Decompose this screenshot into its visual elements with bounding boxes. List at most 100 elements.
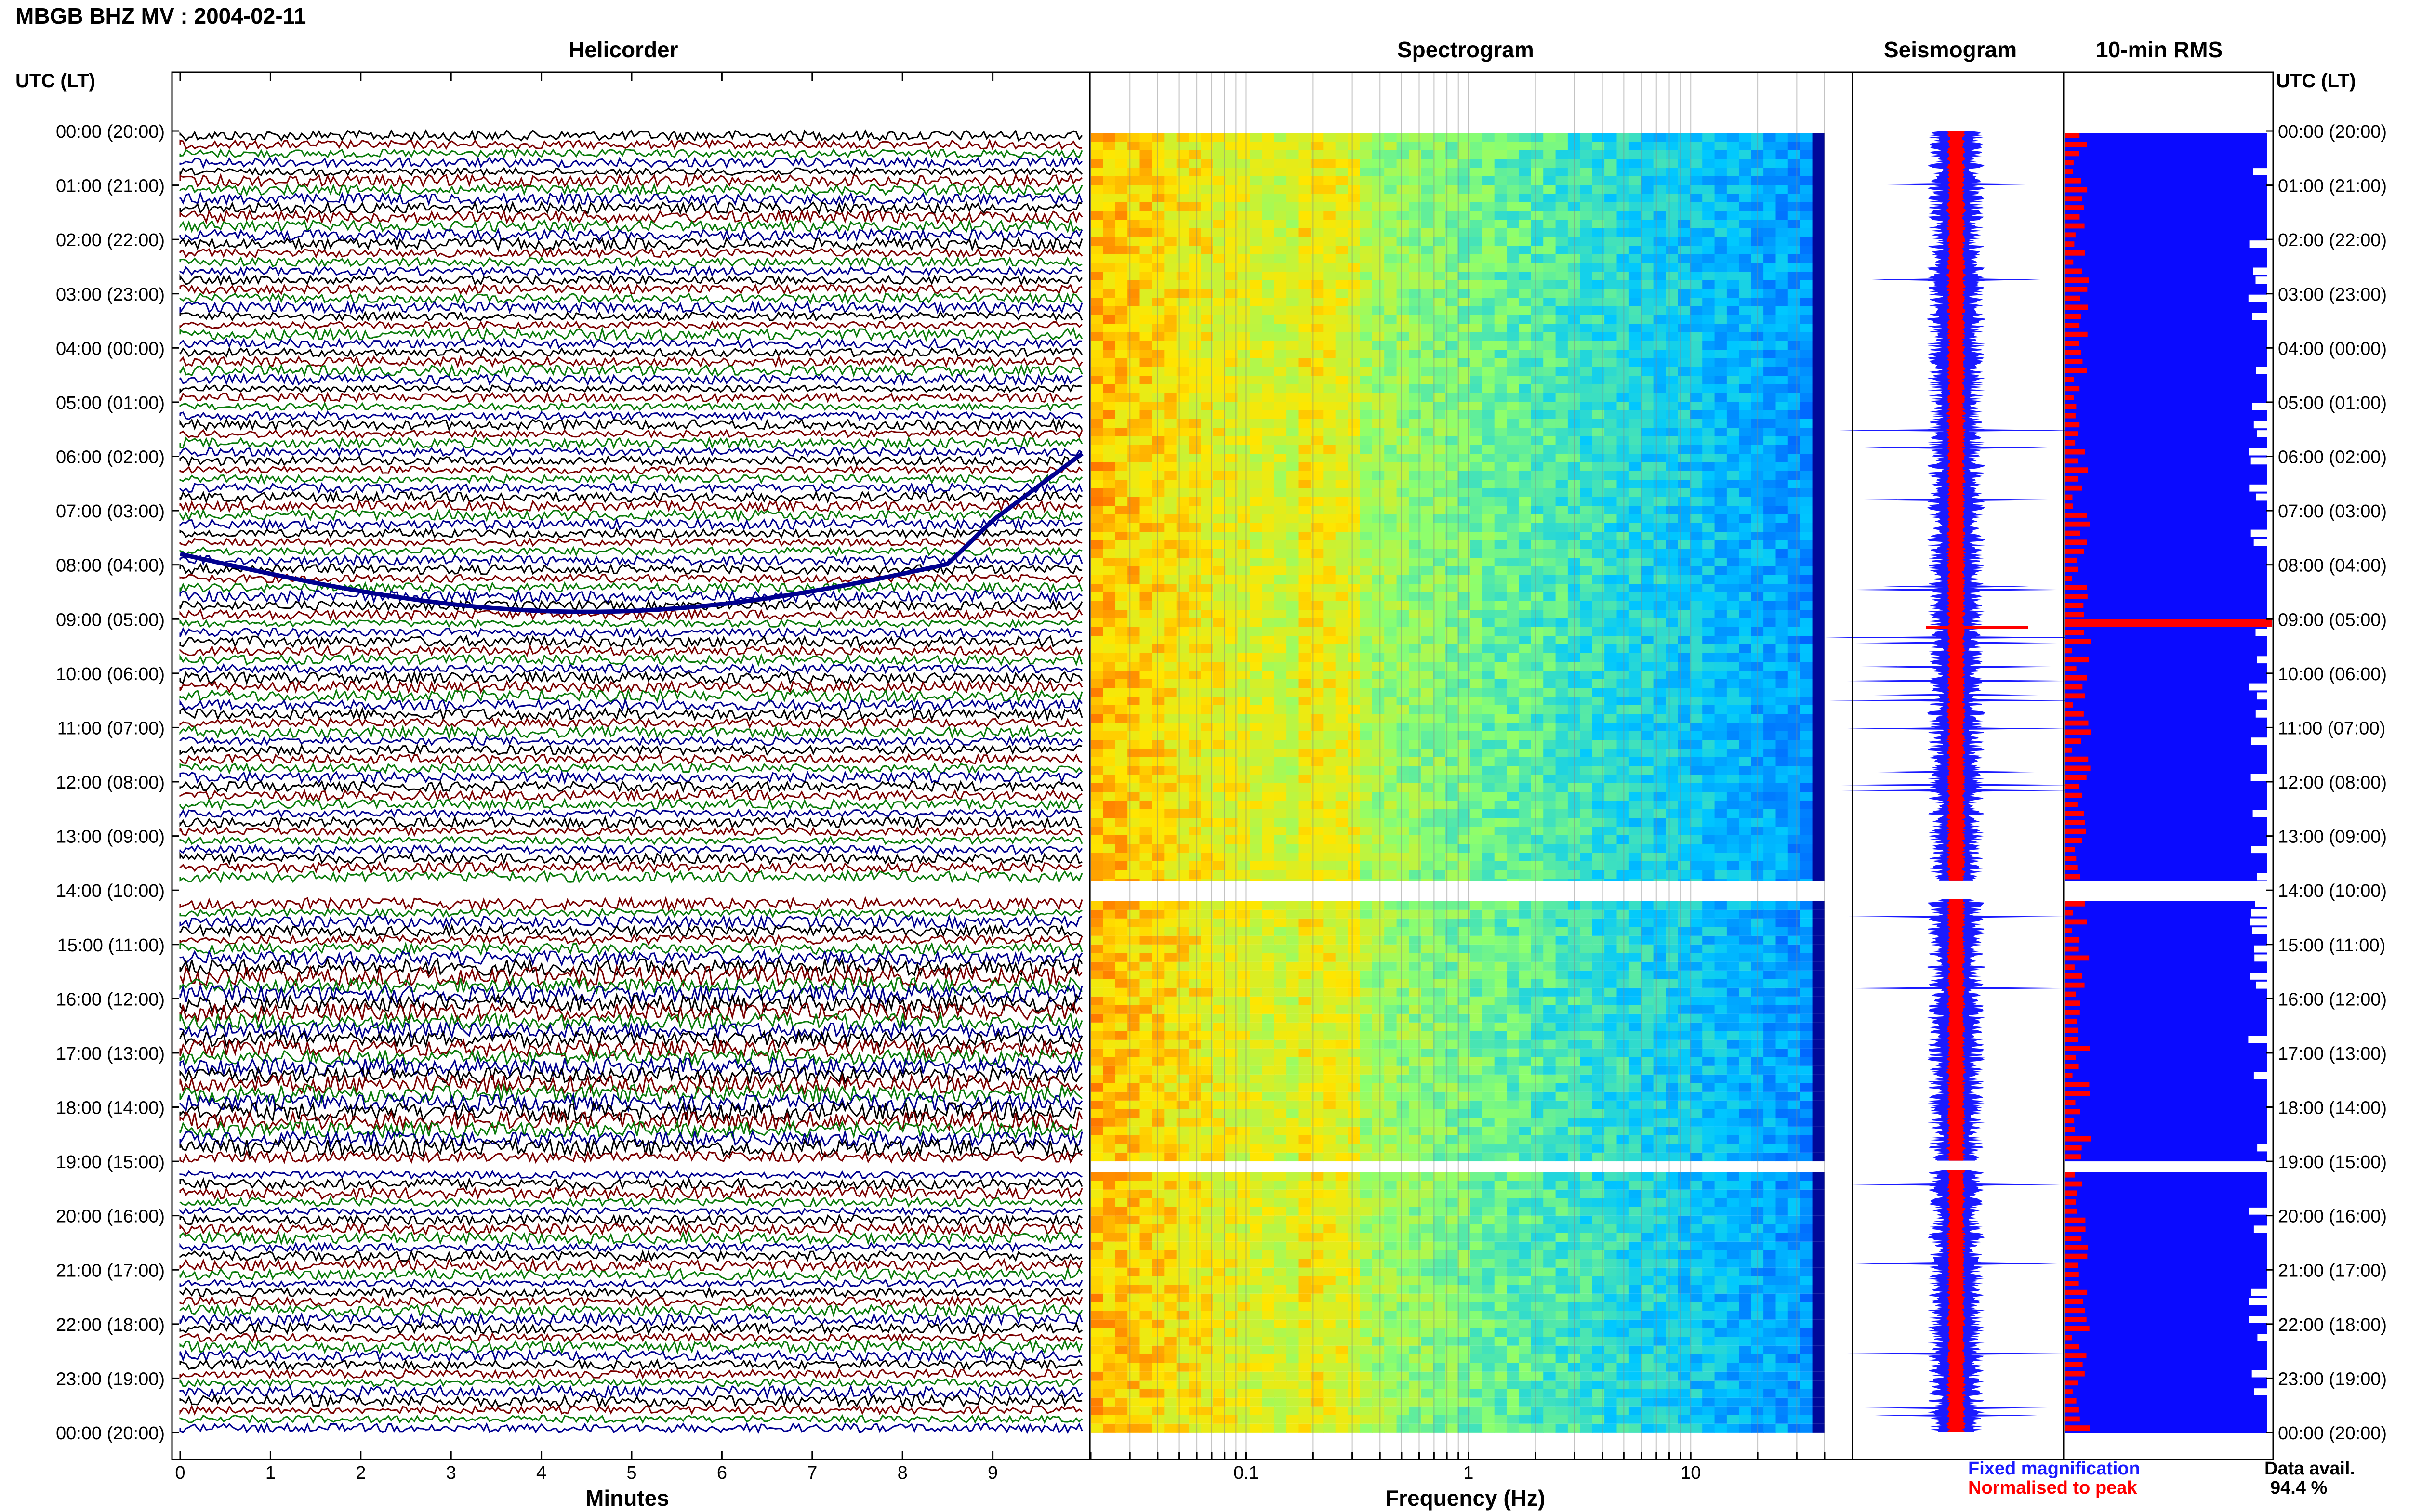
spectrogram-cell: [1421, 497, 1434, 506]
spectrogram-cell: [1457, 549, 1470, 558]
spectrogram-cell: [1360, 731, 1373, 740]
spectrogram-cell: [1372, 644, 1385, 653]
spectrogram-cell: [1543, 566, 1556, 575]
spectrogram-cell: [1494, 644, 1508, 653]
spectrogram-cell: [1360, 783, 1373, 792]
spectrogram-cell: [1666, 766, 1679, 775]
spectrogram-cell: [1164, 332, 1177, 341]
spectrogram-cell: [1690, 454, 1703, 462]
spectrogram-cell: [1250, 575, 1263, 584]
spectrogram-cell: [1237, 298, 1250, 306]
spectrogram-cell: [1298, 480, 1311, 488]
spectrogram-cell: [1298, 419, 1311, 428]
spectrogram-cell: [1225, 714, 1238, 723]
spectrogram-cell: [1250, 358, 1263, 367]
spectrogram-cell: [1494, 332, 1508, 341]
spectrogram-cell: [1127, 332, 1140, 341]
spectrogram-cell: [1335, 514, 1349, 523]
spectrogram-cell: [1250, 497, 1263, 506]
spectrogram-cell: [1189, 566, 1202, 575]
spectrogram-cell: [1348, 740, 1361, 749]
spectrogram-cell: [1469, 671, 1483, 679]
spectrogram-cell: [1091, 332, 1104, 341]
spectrogram-cell: [1274, 445, 1287, 454]
spectrogram-cell: [1091, 653, 1104, 662]
spectrogram-cell: [1323, 618, 1336, 627]
spectrogram-cell: [1763, 697, 1776, 705]
spectrogram-cell: [1323, 384, 1336, 393]
spectrogram-cell: [1348, 341, 1361, 350]
spectrogram-cell: [1482, 480, 1495, 488]
spectrogram-cell: [1507, 705, 1520, 714]
spectrogram-cell: [1384, 324, 1397, 332]
spectrogram-cell: [1201, 549, 1214, 558]
spectrogram-cell: [1152, 644, 1165, 653]
spectrogram-cell: [1164, 280, 1177, 289]
spectrogram-cell: [1237, 558, 1250, 566]
spectrogram-cell: [1127, 618, 1140, 627]
spectrogram-cell: [1592, 749, 1605, 757]
spectrogram-cell: [1213, 228, 1226, 237]
spectrogram-cell: [1678, 566, 1691, 575]
spectrogram-cell: [1225, 497, 1238, 506]
spectrogram-cell: [1372, 818, 1385, 827]
spectrogram-cell: [1201, 462, 1214, 471]
spectrogram-cell: [1604, 306, 1617, 315]
spectrogram-cell: [1457, 775, 1470, 783]
spectrogram-cell: [1115, 237, 1128, 246]
spectrogram-cell: [1616, 697, 1629, 705]
spectrogram-cell: [1164, 462, 1177, 471]
spectrogram-cell: [1519, 480, 1532, 488]
spectrogram-cell: [1433, 202, 1446, 211]
spectrogram-cell: [1543, 705, 1556, 714]
spectrogram-cell: [1310, 159, 1324, 168]
spectrogram-cell: [1531, 289, 1544, 298]
spectrogram-cell: [1616, 358, 1629, 367]
spectrogram-cell: [1469, 358, 1483, 367]
spectrogram-cell: [1237, 801, 1250, 809]
spectrogram-cell: [1592, 618, 1605, 627]
spectrogram-cell: [1152, 246, 1165, 254]
spectrogram-cell: [1409, 480, 1422, 488]
spectrogram-cell: [1555, 410, 1568, 419]
spectrogram-cell: [1580, 592, 1593, 601]
spectrogram-cell: [1507, 237, 1520, 246]
spectrogram-cell: [1457, 540, 1470, 549]
spectrogram-cell: [1335, 558, 1349, 566]
spectrogram-cell: [1201, 488, 1214, 497]
spectrogram-cell: [1115, 514, 1128, 523]
spectrogram-cell: [1519, 220, 1532, 228]
spectrogram-cell: [1812, 159, 1825, 168]
spectrogram-cell: [1726, 705, 1740, 714]
spectrogram-cell: [1714, 237, 1727, 246]
spectrogram-cell: [1543, 697, 1556, 705]
spectrogram-cell: [1507, 315, 1520, 324]
spectrogram-cell: [1421, 341, 1434, 350]
spectrogram-cell: [1250, 644, 1263, 653]
spectrogram-cell: [1445, 402, 1458, 410]
spectrogram-cell: [1225, 740, 1238, 749]
spectrogram-cell: [1739, 688, 1752, 697]
spectrogram-cell: [1457, 237, 1470, 246]
spectrogram-cell: [1225, 454, 1238, 462]
spectrogram-cell: [1800, 350, 1813, 358]
spectrogram-cell: [1726, 341, 1740, 350]
spectrogram-cell: [1274, 497, 1287, 506]
spectrogram-cell: [1286, 332, 1299, 341]
spectrogram-cell: [1666, 575, 1679, 584]
spectrogram-cell: [1666, 783, 1679, 792]
spectrogram-cell: [1469, 384, 1483, 393]
spectrogram-cell: [1335, 237, 1349, 246]
spectrogram-cell: [1690, 801, 1703, 809]
spectrogram-cell: [1310, 142, 1324, 150]
spectrogram-cell: [1189, 254, 1202, 263]
spectrogram-cell: [1213, 168, 1226, 176]
spectrogram-cell: [1164, 436, 1177, 445]
spectrogram-cell: [1164, 202, 1177, 211]
spectrogram-cell: [1384, 254, 1397, 263]
spectrogram-cell: [1176, 653, 1190, 662]
spectrogram-cell: [1531, 471, 1544, 480]
spectrogram-cell: [1604, 185, 1617, 194]
spectrogram-cell: [1201, 809, 1214, 818]
spectrogram-cell: [1482, 445, 1495, 454]
